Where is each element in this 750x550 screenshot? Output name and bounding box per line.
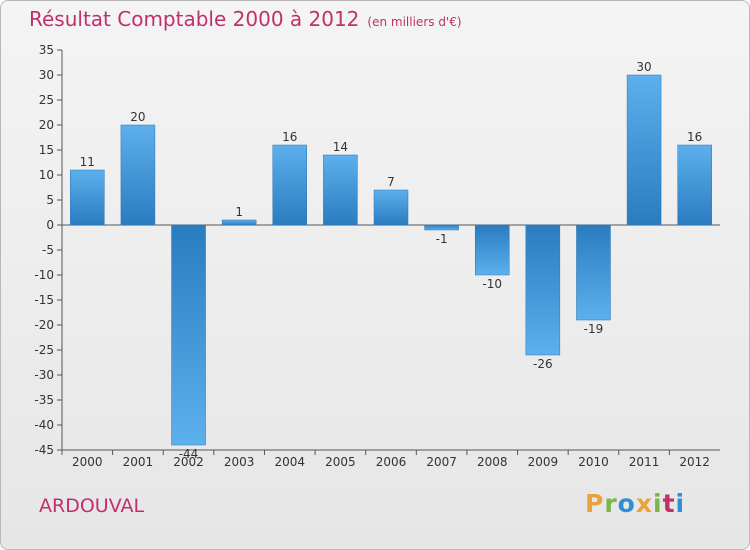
x-tick-label: 2002	[173, 455, 204, 469]
y-tick-label: 0	[46, 218, 54, 232]
chart-subtitle: (en milliers d'€)	[367, 15, 462, 29]
data-label: -1	[436, 232, 448, 246]
proxiti-logo: Proxiti	[585, 489, 685, 518]
y-tick-label: 30	[39, 68, 54, 82]
x-tick-label: 2010	[578, 455, 609, 469]
data-label: 16	[687, 130, 702, 144]
y-tick-label: -15	[34, 293, 54, 307]
data-label: 30	[636, 60, 651, 74]
data-label: -10	[482, 277, 502, 291]
logo-letter: x	[635, 489, 653, 518]
x-tick-label: 2004	[274, 455, 305, 469]
chart-title: Résultat Comptable 2000 à 2012 (en millie…	[29, 7, 462, 31]
bar	[221, 219, 257, 226]
y-tick-label: 10	[39, 168, 54, 182]
y-tick-label: 5	[46, 193, 54, 207]
x-tick-label: 2003	[224, 455, 255, 469]
y-tick-label: 20	[39, 118, 54, 132]
commune-name: ARDOUVAL	[39, 495, 145, 517]
y-tick-label: -20	[34, 318, 54, 332]
bar	[171, 224, 206, 446]
y-tick-label: -40	[34, 418, 54, 432]
x-tick-label: 2001	[123, 455, 154, 469]
data-label: -26	[533, 357, 553, 371]
chart-data-labels: 11 20 -44 1 16 14 7 -1 -10 -26 -19 30 16	[80, 60, 703, 461]
bar	[272, 144, 308, 226]
data-label: -44	[179, 447, 199, 461]
chart-axes: 35 30 25 20 15 10 5 0 -5 -10 -15 -20 -25 -30 -35 -40 -45…	[34, 43, 720, 469]
logo-letter: t	[662, 489, 676, 518]
x-tick-label: 2000	[72, 455, 103, 469]
x-tick-label: 2007	[426, 455, 457, 469]
data-label: -19	[584, 322, 604, 336]
logo-letter: i	[675, 489, 686, 518]
data-label: 1	[235, 205, 243, 219]
bar	[474, 224, 510, 276]
x-tick-label: 2011	[629, 455, 660, 469]
y-tick-label: -45	[34, 443, 54, 457]
bar	[677, 144, 712, 226]
x-tick-label: 2005	[325, 455, 356, 469]
data-label: 7	[387, 175, 395, 189]
data-label: 14	[333, 140, 348, 154]
logo-letter: i	[653, 489, 663, 518]
y-tick-label: -30	[34, 368, 54, 382]
x-tick-label: 2008	[477, 455, 508, 469]
data-label: 11	[80, 155, 95, 169]
x-tick-label: 2006	[376, 455, 407, 469]
bar	[424, 224, 459, 231]
y-tick-label: -35	[34, 393, 54, 407]
y-tick-label: 15	[39, 143, 54, 157]
chart-title-text: Résultat Comptable 2000 à 2012	[29, 7, 360, 31]
bar	[120, 124, 156, 226]
y-tick-label: 35	[39, 43, 54, 57]
logo-letter: r	[604, 489, 618, 518]
logo-letter: P	[585, 489, 605, 518]
data-label: 16	[282, 130, 297, 144]
bar	[626, 74, 662, 226]
x-tick-label: 2009	[528, 455, 559, 469]
bar	[576, 224, 611, 321]
y-tick-label: 25	[39, 93, 54, 107]
data-label: 20	[130, 110, 145, 124]
chart-bars	[70, 74, 712, 446]
x-tick-label: 2012	[679, 455, 710, 469]
bar	[323, 154, 358, 226]
bar	[70, 169, 105, 226]
y-tick-label: -10	[34, 268, 54, 282]
bar	[373, 189, 409, 226]
logo-letter: o	[617, 489, 636, 518]
bar	[525, 224, 561, 356]
y-tick-label: -25	[34, 343, 54, 357]
y-tick-label: -5	[42, 243, 54, 257]
